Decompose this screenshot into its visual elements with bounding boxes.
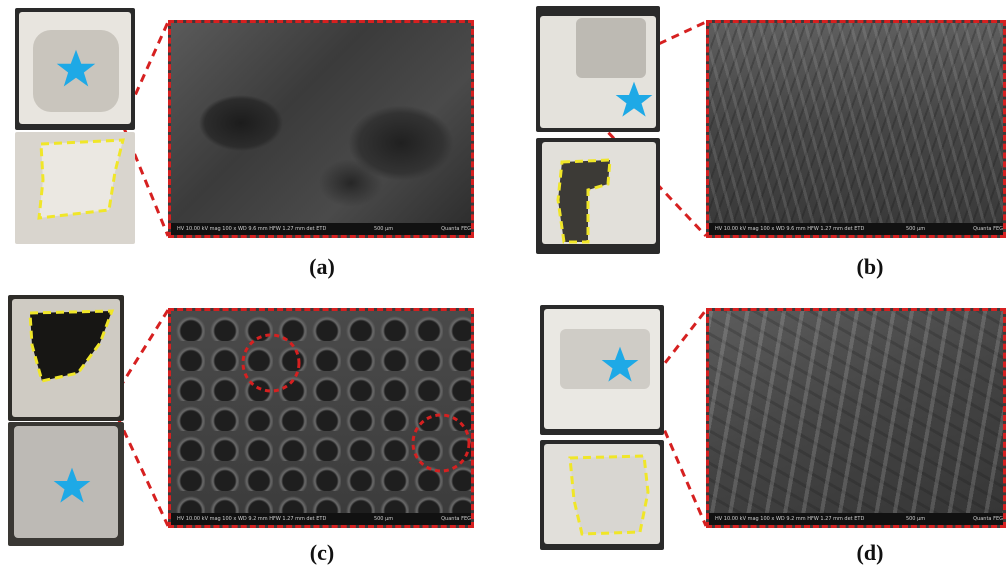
sample-photo-bottom: [540, 440, 664, 550]
panel-label: (c): [309, 540, 335, 565]
yellow-outline: [28, 309, 115, 383]
sample-photo-bottom: [15, 132, 135, 244]
sample-photo-top: [8, 295, 124, 421]
sem-image: HV 10.00 kV mag 100 x WD 9.6 mm HFW 1.27…: [706, 20, 1006, 238]
sample-photo-top: [540, 305, 664, 435]
yellow-outline: [556, 158, 612, 244]
sample-photo-top: [15, 8, 135, 130]
sem-image: HV 10.00 kV mag 100 x WD 9.6 mm HFW 1.27…: [168, 20, 474, 238]
star-icon: [53, 467, 91, 503]
star-icon: [601, 346, 639, 382]
yellow-outline: [37, 138, 125, 220]
sample-photo-bottom: [536, 138, 660, 254]
sample-photo-top: [536, 6, 660, 132]
panel-label: (b): [856, 254, 884, 279]
star-icon: [56, 49, 96, 87]
star-icon: [615, 81, 653, 117]
yellow-outline: [568, 454, 650, 536]
red-circle: [241, 333, 301, 393]
sem-image: HV 10.00 kV mag 100 x WD 9.2 mm HFW 1.27…: [168, 308, 474, 528]
sample-photo-bottom: [8, 422, 124, 546]
red-circle: [411, 413, 471, 473]
panel-label: (d): [856, 540, 884, 565]
sem-image: HV 10.00 kV mag 100 x WD 9.2 mm HFW 1.27…: [706, 308, 1006, 528]
panel-label: (a): [309, 254, 335, 279]
